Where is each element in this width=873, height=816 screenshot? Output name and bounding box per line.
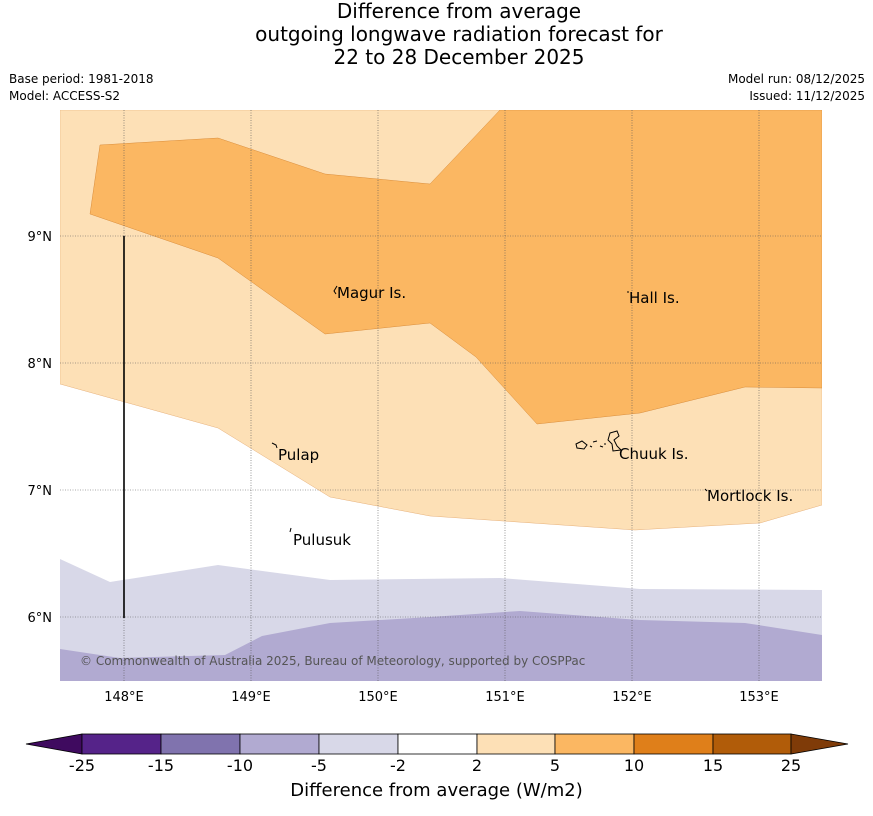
colorbar-segment <box>633 733 714 755</box>
colorbar-tick-label: -25 <box>69 756 95 775</box>
place-labels: Magur Is. Hall Is. Pulap Chuuk Is. Mortl… <box>278 284 793 549</box>
title-line-1: Difference from average <box>336 0 582 23</box>
colorbar-extend-low <box>25 733 83 755</box>
lat-label: 7°N <box>28 484 53 499</box>
label-pulusuk: Pulusuk <box>293 531 351 549</box>
pulusuk-island-shape <box>289 527 292 533</box>
model-run: Model run: 08/12/2025 <box>727 72 865 86</box>
label-mortlock: Mortlock Is. <box>707 487 793 505</box>
colorbar-tick-label: -2 <box>390 756 406 775</box>
colorbar-segment <box>318 733 399 755</box>
island-shapes <box>271 285 708 533</box>
lon-label: 150°E <box>358 690 398 705</box>
colorbar-segment <box>397 733 478 755</box>
label-pulap: Pulap <box>278 446 319 464</box>
anomaly-contour-5-10 <box>89 110 822 425</box>
lon-label: 153°E <box>739 690 779 705</box>
model-name: Model: ACCESS-S2 <box>9 89 121 103</box>
lat-label: 6°N <box>28 611 53 626</box>
longitude-labels: 148°E 149°E 150°E 151°E 152°E 153°E <box>104 690 779 705</box>
colorbar-tick-label: 10 <box>624 756 644 775</box>
colorbar <box>25 733 849 755</box>
colorbar-tick-label: 2 <box>472 756 482 775</box>
base-period: Base period: 1981-2018 <box>9 72 154 86</box>
colorbar-segment <box>81 733 162 755</box>
anomaly-contour-minus10-minus5 <box>60 611 822 681</box>
map-panel: Magur Is. Hall Is. Pulap Chuuk Is. Mortl… <box>60 110 822 681</box>
colorbar-tick-label: -15 <box>148 756 174 775</box>
label-magur: Magur Is. <box>337 284 406 302</box>
colorbar-tick-label: 5 <box>550 756 560 775</box>
colorbar-segment <box>160 733 241 755</box>
meta-left: Base period: 1981-2018 Model: ACCESS-S2 <box>9 71 154 105</box>
mortlock-island-shape <box>704 488 708 492</box>
meta-right: Model run: 08/12/2025 Issued: 11/12/2025 <box>728 71 865 105</box>
chuuk-lagoon-shape <box>575 430 623 452</box>
colorbar-segment <box>712 733 792 755</box>
colorbar-segment <box>239 733 320 755</box>
label-chuuk: Chuuk Is. <box>619 445 688 463</box>
colorbar-tick-label: -10 <box>227 756 253 775</box>
colorbar-tick-labels: -25 -15 -10 -5 -2 2 5 10 15 25 <box>69 756 801 775</box>
lon-label: 151°E <box>485 690 525 705</box>
title-line-2: outgoing longwave radiation forecast for <box>255 22 663 46</box>
lat-label: 9°N <box>28 230 53 245</box>
pulap-island-shape <box>271 442 278 449</box>
copyright-notice: © Commonwealth of Australia 2025, Bureau… <box>80 654 585 668</box>
lat-label: 8°N <box>28 357 53 372</box>
latitude-labels: 9°N 8°N 7°N 6°N <box>28 230 53 626</box>
colorbar-title: Difference from average (W/m2) <box>290 780 583 801</box>
colorbar-extend-high <box>790 733 849 755</box>
colorbar-tick-label: 25 <box>781 756 801 775</box>
colorbar-tick-label: -5 <box>311 756 327 775</box>
colorbar-segment <box>476 733 556 755</box>
magur-island-shape <box>333 285 338 295</box>
lon-label: 148°E <box>104 690 144 705</box>
label-hall: Hall Is. <box>629 289 680 307</box>
issued-date: Issued: 11/12/2025 <box>749 89 865 103</box>
lon-label: 152°E <box>612 690 652 705</box>
colorbar-segment <box>554 733 635 755</box>
colorbar-tick-label: 15 <box>703 756 723 775</box>
chart-title: Difference from average outgoing longwav… <box>0 0 873 69</box>
lon-label: 149°E <box>231 690 271 705</box>
title-line-3: 22 to 28 December 2025 <box>333 45 585 69</box>
